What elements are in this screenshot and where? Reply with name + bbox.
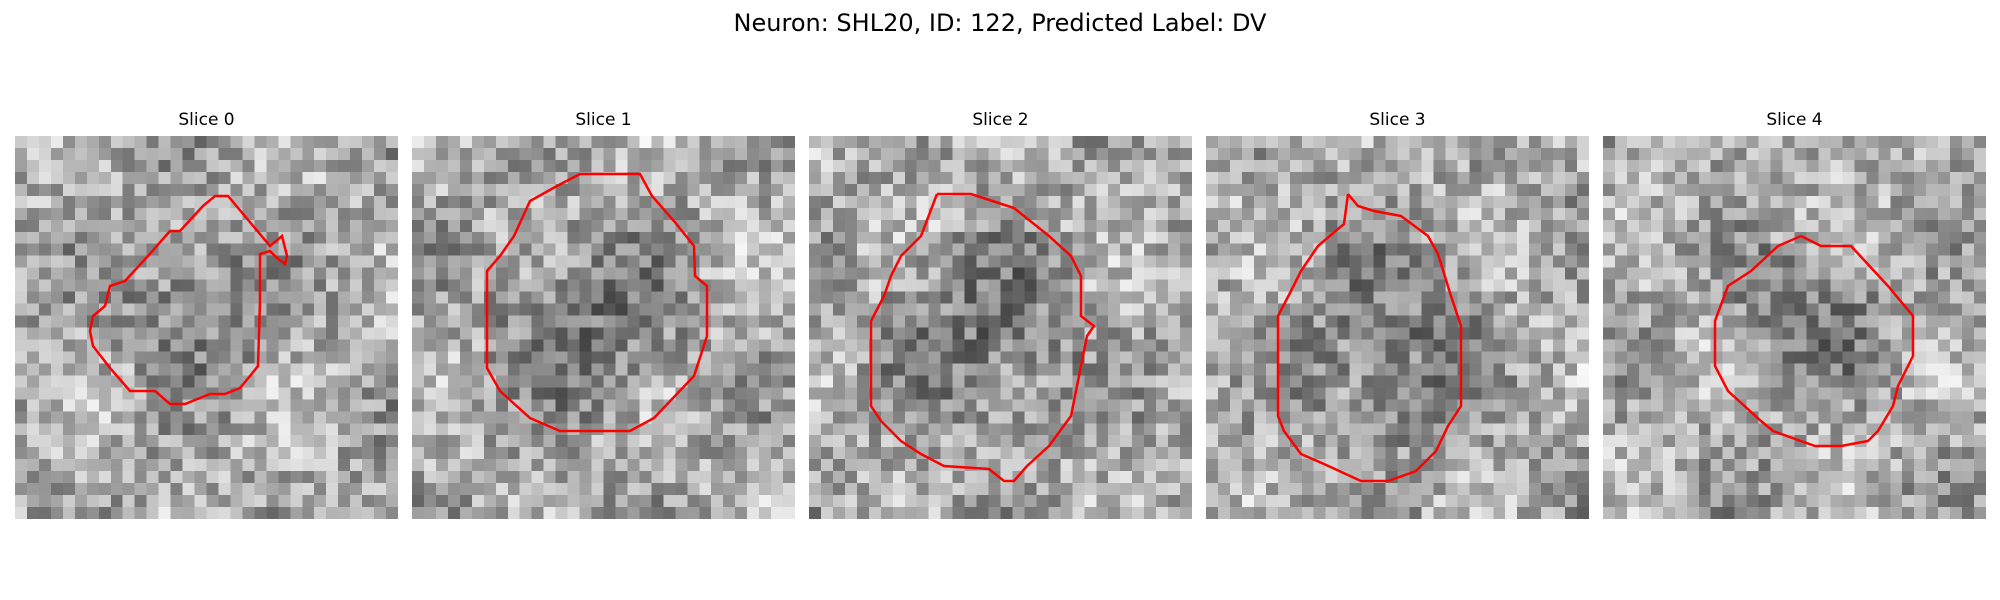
slice-overlay-3 <box>1276 193 1463 483</box>
slice-panel-2: Slice 2 <box>809 110 1192 519</box>
slice-panel-3: Slice 3 <box>1206 110 1589 519</box>
slice-overlay-1 <box>485 172 709 433</box>
slice-image-0 <box>15 136 398 519</box>
slice-overlay-2 <box>869 192 1096 483</box>
slice-image-3 <box>1206 136 1589 519</box>
neuron-contour-3 <box>1276 193 1463 483</box>
slice-title-1: Slice 1 <box>575 110 632 130</box>
neuron-contour-4 <box>1713 234 1915 448</box>
neuron-contour-1 <box>485 172 709 433</box>
slice-overlay-4 <box>1713 234 1915 448</box>
slice-pixels-1 <box>412 136 795 519</box>
slice-panel-1: Slice 1 <box>412 110 795 519</box>
slice-panel-0: Slice 0 <box>15 110 398 519</box>
slice-pixels-0 <box>15 136 398 519</box>
neuron-contour-0 <box>88 194 289 406</box>
slice-title-0: Slice 0 <box>178 110 235 130</box>
slice-overlay-0 <box>88 194 289 406</box>
slice-pixels-2 <box>809 136 1192 519</box>
figure-title: Neuron: SHL20, ID: 122, Predicted Label:… <box>733 9 1267 37</box>
slice-pixels-3 <box>1206 136 1589 519</box>
slice-title-4: Slice 4 <box>1766 110 1823 130</box>
slice-panel-4: Slice 4 <box>1603 110 1986 519</box>
slice-pixels-4 <box>1603 136 1986 519</box>
neuron-contour-2 <box>869 192 1096 483</box>
slice-title-2: Slice 2 <box>972 110 1029 130</box>
slice-image-2 <box>809 136 1192 519</box>
slice-title-3: Slice 3 <box>1369 110 1426 130</box>
slice-image-4 <box>1603 136 1986 519</box>
slice-image-1 <box>412 136 795 519</box>
